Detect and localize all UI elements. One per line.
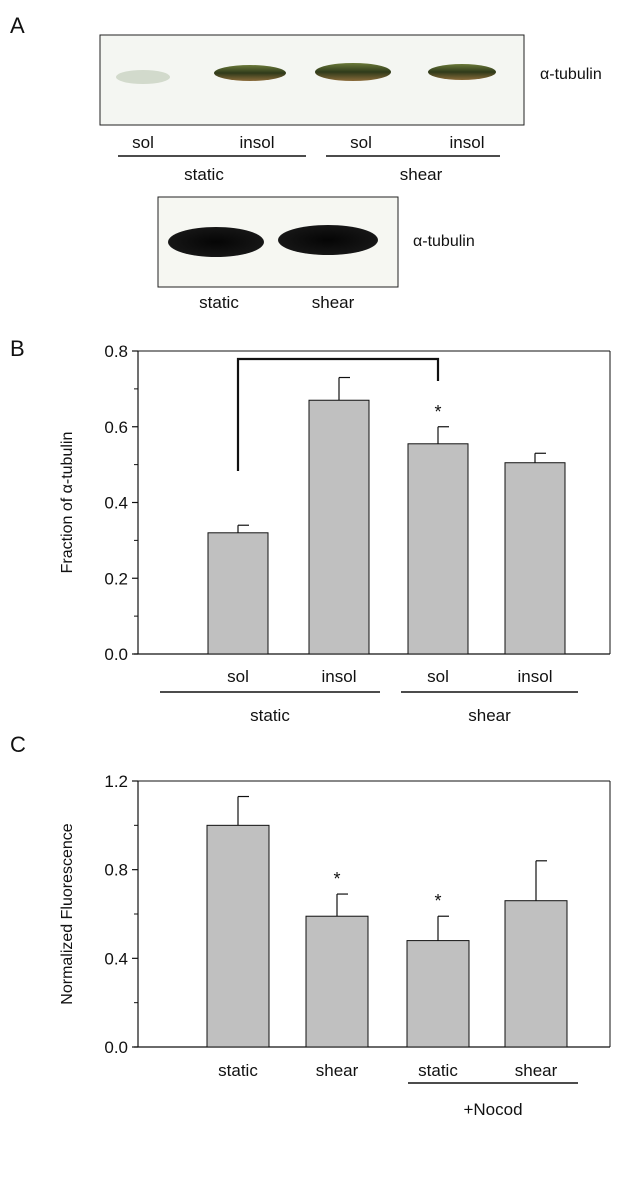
chart-c-bar — [305, 915, 369, 1048]
chart-c-significance-star: * — [333, 869, 340, 889]
chart-b-group-label: static — [250, 706, 290, 725]
chart-b-significance-bracket — [236, 357, 440, 471]
chart-b-y-tick-label: 0.4 — [104, 494, 128, 513]
chart-c-bar — [504, 900, 568, 1048]
chart-c-bar — [206, 824, 270, 1048]
chart-b-y-tick-label: 0.8 — [104, 342, 128, 361]
chart-c-y-tick-label: 1.2 — [104, 772, 128, 791]
chart-b-significance-star: * — [434, 402, 441, 422]
blot-1-lane-4: insol — [450, 133, 485, 152]
panel-c-letter: C — [10, 732, 26, 757]
blot-2-lane-1: static — [199, 293, 239, 312]
blot-1-group-shear: shear — [400, 165, 443, 184]
blot-1-protein-label: α-tubulin — [540, 66, 602, 83]
chart-c-category-label: shear — [515, 1061, 558, 1080]
blot-2-lane-2: shear — [312, 293, 355, 312]
blot-1-lane-1: sol — [132, 133, 154, 152]
chart-b-y-axis-title: Fraction of α-tubulin — [59, 432, 76, 574]
chart-b-y-tick-label: 0.6 — [104, 418, 128, 437]
chart-c: 0.0 0.4 0.8 1.2 Normalized Fluorescence stati… — [59, 772, 611, 1119]
blot-1-band-3 — [315, 63, 391, 81]
chart-b-category-label: sol — [227, 667, 249, 686]
chart-b-y-tick-label: 0.2 — [104, 569, 128, 588]
chart-c-y-tick-label: 0.0 — [104, 1038, 128, 1057]
panel-a-letter: A — [10, 13, 25, 38]
chart-c-y-tick-label: 0.4 — [104, 949, 128, 968]
chart-b-bar — [308, 399, 370, 655]
blot-1-lane-3: sol — [350, 133, 372, 152]
chart-b-category-label: sol — [427, 667, 449, 686]
chart-b: 0.0 0.2 0.4 0.6 0.8 Fraction of α-tubulin sol i… — [59, 342, 611, 725]
chart-c-y-tick-label: 0.8 — [104, 861, 128, 880]
chart-c-group-label: +Nocod — [463, 1100, 522, 1119]
blot-2-band-1 — [168, 227, 264, 257]
blot-1-band-2 — [214, 65, 286, 81]
chart-c-category-label: static — [418, 1061, 458, 1080]
blot-1-band-1 — [116, 70, 170, 84]
chart-c-category-label: shear — [316, 1061, 359, 1080]
blot-1-lane-2: insol — [240, 133, 275, 152]
chart-b-bar — [407, 443, 469, 655]
chart-c-y-axis-title: Normalized Fluorescence — [59, 823, 76, 1005]
blot-2-protein-label: α-tubulin — [413, 233, 475, 250]
blot-2-band-2 — [278, 225, 378, 255]
blot-1-frame — [99, 34, 525, 126]
blot-1-band-4 — [428, 64, 496, 80]
chart-b-bar — [504, 462, 566, 655]
chart-b-category-label: insol — [518, 667, 553, 686]
chart-b-group-label: shear — [468, 706, 511, 725]
chart-c-category-label: static — [218, 1061, 258, 1080]
chart-b-bar — [207, 532, 269, 655]
chart-b-y-tick-label: 0.0 — [104, 645, 128, 664]
chart-b-category-label: insol — [322, 667, 357, 686]
chart-c-bar — [406, 940, 470, 1048]
chart-c-significance-star: * — [434, 891, 441, 911]
western-blot-2 — [157, 196, 399, 288]
blot-1-group-static: static — [184, 165, 224, 184]
panel-b-letter: B — [10, 336, 25, 361]
western-blot-1 — [99, 34, 525, 126]
